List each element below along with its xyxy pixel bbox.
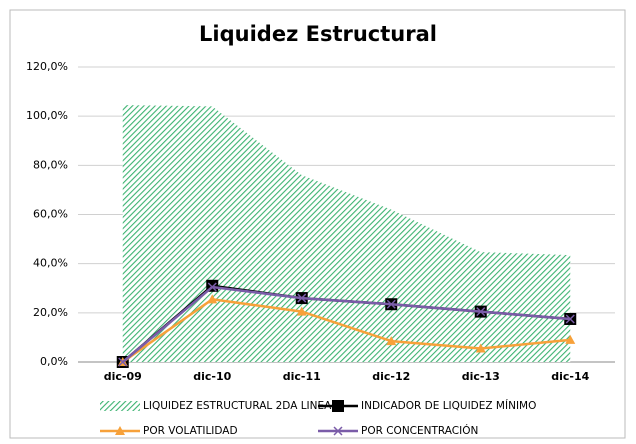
marker bbox=[118, 357, 128, 367]
line bbox=[121, 285, 571, 363]
line bbox=[122, 298, 571, 364]
legend-marker bbox=[332, 400, 344, 412]
marker bbox=[565, 334, 576, 344]
y-tick-label: 100,0% bbox=[26, 109, 68, 122]
marker bbox=[565, 314, 575, 324]
x-tick-label: dic-09 bbox=[104, 370, 142, 383]
legend-label: POR CONCENTRACIÓN bbox=[361, 424, 478, 437]
x-tick-label: dic-10 bbox=[193, 370, 231, 383]
x-tick-label: dic-11 bbox=[283, 370, 321, 383]
y-tick-label: 120,0% bbox=[26, 60, 68, 73]
legend-label: POR VOLATILIDAD bbox=[143, 425, 238, 437]
marker bbox=[386, 299, 396, 309]
y-tick-label: 20,0% bbox=[33, 306, 68, 319]
legend-label: INDICADOR DE LIQUIDEZ MÍNIMO bbox=[361, 399, 536, 412]
area bbox=[122, 105, 571, 363]
x-tick-label: dic-13 bbox=[462, 370, 500, 383]
legend-marker bbox=[333, 426, 343, 436]
y-tick-label: 60,0% bbox=[33, 208, 68, 221]
chart-title: Liquidez Estructural bbox=[199, 22, 437, 46]
x-tick-label: dic-12 bbox=[372, 370, 410, 383]
legend-marker bbox=[115, 426, 125, 435]
marker bbox=[296, 306, 307, 316]
marker bbox=[207, 294, 218, 304]
marker bbox=[475, 343, 486, 353]
marker bbox=[297, 293, 307, 303]
y-tick-label: 80,0% bbox=[33, 158, 68, 171]
marker bbox=[386, 336, 397, 346]
marker bbox=[476, 307, 486, 317]
y-tick-label: 40,0% bbox=[33, 257, 68, 270]
x-tick-label: dic-14 bbox=[551, 370, 589, 383]
marker bbox=[207, 282, 217, 292]
y-tick-label: 0,0% bbox=[40, 355, 68, 368]
legend-label: LIQUIDEZ ESTRUCTURAL 2DA LINEA bbox=[143, 400, 332, 412]
legend-swatch bbox=[100, 401, 140, 411]
